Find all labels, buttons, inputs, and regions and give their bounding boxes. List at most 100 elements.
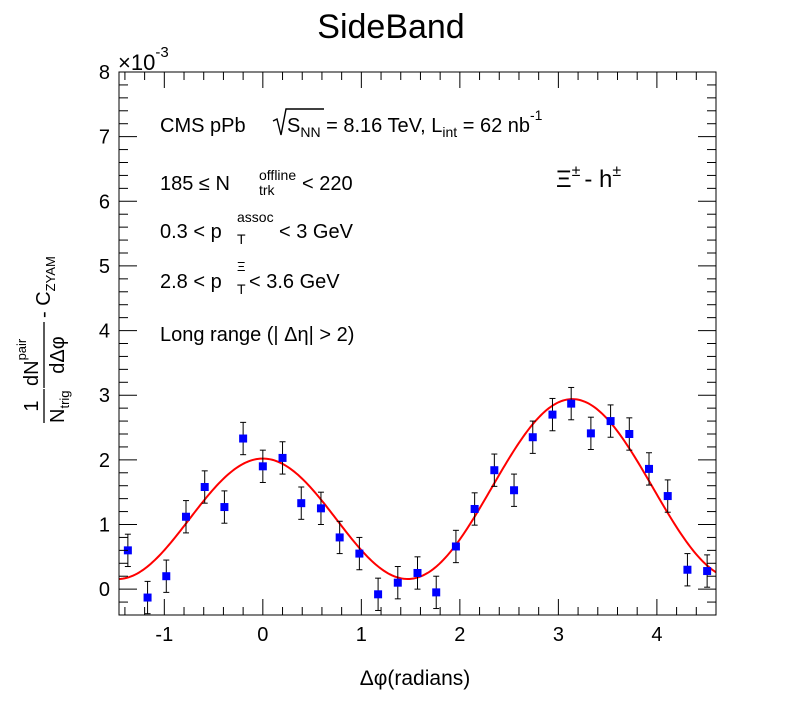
annotation-cms-rest: SNN = 8.16 TeV, Lint = 62 nb-1 <box>287 107 543 140</box>
y-exponent-base: ×10 <box>118 50 155 75</box>
data-marker <box>297 499 306 508</box>
data-point <box>451 529 460 564</box>
annotation-trig-pt: 2.8 < p <box>160 271 222 293</box>
y-title-dphi: dΔφ <box>47 336 69 373</box>
annotation-multiplicity-end: < 220 <box>302 173 353 195</box>
data-marker <box>393 578 402 587</box>
data-marker <box>490 466 499 475</box>
data-point <box>200 470 209 504</box>
tick-labels-layer: -1 0 1 2 3 4 0 1 2 3 4 5 6 7 8 <box>99 62 663 646</box>
data-point <box>432 575 441 610</box>
data-point <box>239 421 248 456</box>
x-tick-label: 0 <box>257 624 268 646</box>
y-axis-exponent: ×10-3 <box>118 44 169 75</box>
y-tick-label: 1 <box>99 515 110 537</box>
annotation-multiplicity: 185 ≤ N <box>160 173 230 195</box>
data-marker <box>470 504 479 513</box>
y-tick-label: 6 <box>99 191 110 213</box>
data-point <box>663 479 672 513</box>
data-marker <box>703 567 712 576</box>
data-point <box>374 577 383 611</box>
chart-title: SideBand <box>317 8 464 46</box>
data-point <box>297 486 306 520</box>
data-marker <box>606 417 615 426</box>
data-marker <box>239 434 248 443</box>
x-tick-label: 2 <box>454 624 465 646</box>
data-marker <box>374 590 383 599</box>
sqrt-symbol <box>272 108 324 136</box>
data-point <box>220 490 229 524</box>
data-marker <box>143 593 152 602</box>
data-marker <box>625 430 634 438</box>
data-marker <box>413 568 422 577</box>
y-title-one: 1 <box>21 400 43 411</box>
data-point <box>470 492 479 526</box>
data-point <box>413 556 422 590</box>
data-point <box>625 417 634 451</box>
data-point <box>683 553 692 587</box>
data-point <box>393 566 402 600</box>
x-tick-label: -1 <box>155 624 173 646</box>
data-marker <box>567 399 576 408</box>
data-point <box>335 520 344 555</box>
x-tick-label: 3 <box>553 624 564 646</box>
x-tick-label: 1 <box>356 624 367 646</box>
annotation-assoc-pt: 0.3 < p <box>160 221 222 243</box>
y-tick-label: 7 <box>99 127 110 149</box>
y-title-dn: dNpair <box>14 338 43 386</box>
data-point <box>278 441 287 475</box>
data-point <box>162 559 171 593</box>
annotation-trig-pt-sup: Ξ <box>237 259 245 274</box>
data-marker <box>220 503 229 512</box>
data-marker <box>316 504 325 513</box>
y-title-czyam: - CZYAM <box>33 256 58 318</box>
annotation-multiplicity-sup: offline <box>259 167 296 183</box>
data-marker <box>335 533 344 542</box>
data-marker <box>586 429 595 438</box>
annotation-cms: CMS pPb <box>160 115 246 137</box>
annotation-multiplicity-sub: trk <box>259 182 276 198</box>
y-axis-title: 1 Ntrig dNpair dΔφ - CZYAM <box>14 256 72 423</box>
data-point <box>490 453 499 487</box>
data-marker <box>510 486 519 495</box>
data-marker <box>451 542 460 551</box>
data-point <box>703 554 712 588</box>
data-points-layer <box>123 386 712 615</box>
data-marker <box>355 549 364 558</box>
data-point <box>316 491 325 525</box>
data-point <box>258 449 267 483</box>
y-title-ntrig: Ntrig <box>47 390 72 423</box>
annotation-species: Ξ± - h± <box>556 163 621 193</box>
y-exponent-power: -3 <box>155 44 168 61</box>
y-tick-label: 2 <box>99 450 110 472</box>
data-point <box>528 420 537 454</box>
y-tick-label: 3 <box>99 385 110 407</box>
y-tick-label: 8 <box>99 62 110 84</box>
x-axis-title: Δφ(radians) <box>360 667 471 690</box>
data-marker <box>528 433 537 442</box>
data-point <box>355 536 364 571</box>
annotation-assoc-pt-end: < 3 GeV <box>279 221 354 243</box>
annotation-trig-pt-end: < 3.6 GeV <box>249 271 340 293</box>
data-marker <box>663 492 672 501</box>
annotation-assoc-pt-sup: assoc <box>237 209 274 225</box>
data-marker <box>645 464 654 473</box>
data-point <box>510 473 519 507</box>
annotation-long-range: Long range (| Δη| > 2) <box>160 324 354 346</box>
annotation-assoc-pt-sub: T <box>237 231 246 247</box>
data-marker <box>683 565 692 574</box>
data-marker <box>181 512 190 521</box>
data-point <box>645 452 654 486</box>
data-marker <box>162 572 171 581</box>
x-tick-label: 4 <box>651 624 662 646</box>
data-marker <box>258 462 267 471</box>
data-point <box>586 416 595 451</box>
y-tick-label: 4 <box>99 321 110 343</box>
data-point <box>567 386 576 421</box>
data-point <box>548 397 557 432</box>
data-point <box>181 500 190 534</box>
data-point <box>143 580 152 615</box>
annotation-trig-pt-sub: T <box>237 281 246 297</box>
